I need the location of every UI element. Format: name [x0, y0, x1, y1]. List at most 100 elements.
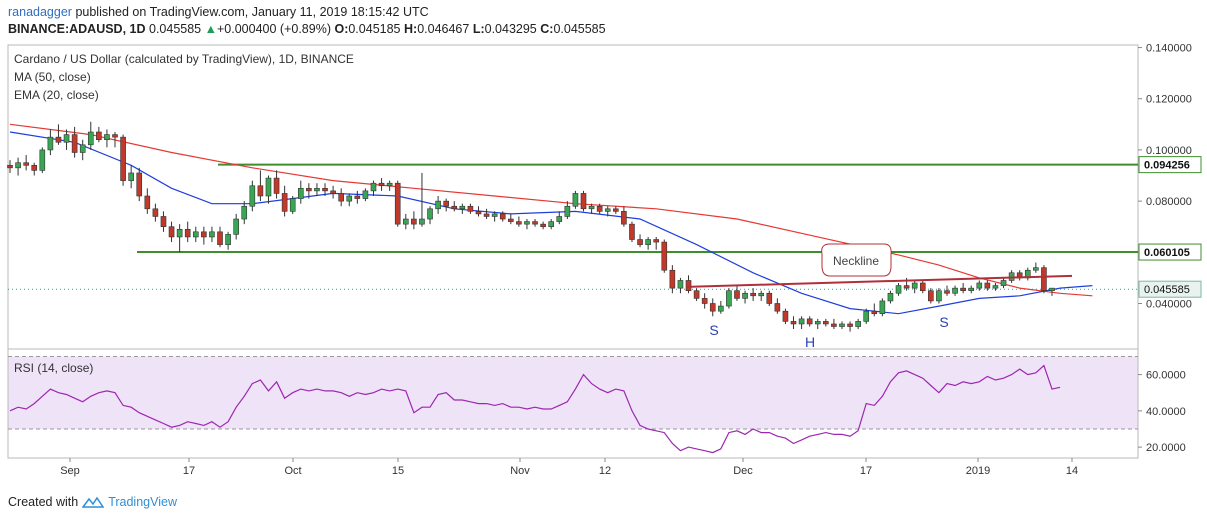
candle — [419, 172, 425, 227]
candle-body — [306, 188, 312, 192]
candle — [322, 183, 328, 196]
candle — [71, 126, 78, 158]
candle-body — [87, 131, 94, 146]
candle — [346, 193, 353, 207]
moving-averages — [9, 123, 1093, 315]
publish-line: ranadagger published on TradingView.com,… — [8, 5, 429, 19]
candle-body — [629, 223, 635, 240]
candle-body — [944, 290, 950, 294]
candle-body — [55, 136, 62, 143]
candle-body — [1033, 267, 1039, 271]
candle-body — [613, 208, 619, 212]
candle — [1016, 270, 1023, 281]
change-arrow-icon: ▲ — [204, 22, 217, 36]
candle — [241, 201, 248, 225]
candle-body — [217, 231, 223, 245]
candle-body — [443, 200, 449, 207]
candle — [944, 285, 950, 296]
candle — [564, 201, 571, 220]
rsi-line — [9, 364, 1061, 454]
candle-body — [677, 280, 684, 289]
candle-body — [314, 188, 320, 192]
time-tick-label: 12 — [599, 465, 611, 477]
candle — [386, 180, 393, 191]
candle — [136, 167, 143, 202]
price-chart[interactable]: Neckline S H S 0.140000 0.120000 0.100000 0.08… — [0, 40, 1207, 502]
candle — [508, 213, 514, 225]
price-tick-label: 0.040000 — [1146, 298, 1192, 310]
candle-body — [168, 226, 175, 238]
candle — [402, 213, 409, 230]
candle — [709, 298, 716, 317]
candle-body — [394, 182, 401, 225]
last-price-tag — [1138, 280, 1202, 298]
candle-body — [483, 213, 490, 217]
candle — [112, 132, 118, 148]
candle-body — [435, 200, 441, 210]
candle — [491, 211, 498, 222]
open-value: 0.045185 — [348, 22, 401, 36]
candle-body — [225, 234, 231, 245]
rsi-tick-label: 40.0000 — [1146, 406, 1186, 418]
candle-body — [919, 282, 926, 291]
candle-body — [863, 310, 870, 322]
candle-body — [209, 231, 215, 238]
candle — [750, 288, 756, 301]
author-name[interactable]: ranadagger — [8, 5, 72, 19]
level-price-label: 0.094256 — [1144, 160, 1190, 172]
candle-body — [467, 205, 474, 212]
candle-body — [855, 321, 861, 327]
candle-body — [516, 221, 522, 225]
candle — [952, 285, 958, 296]
chart-title: Cardano / US Dollar (calculated by Tradi… — [14, 52, 354, 66]
candle — [976, 280, 983, 291]
candle-body — [968, 287, 975, 291]
candle — [209, 226, 215, 243]
candle-body — [992, 285, 999, 289]
candle-body — [15, 162, 21, 169]
candle-body — [645, 239, 651, 245]
candle — [516, 216, 522, 227]
ema-legend: EMA (20, close) — [14, 88, 99, 102]
candle-body — [798, 318, 805, 325]
candle-body — [734, 290, 740, 299]
candle — [176, 224, 183, 253]
candle — [217, 226, 223, 248]
candle — [782, 308, 789, 324]
candle-body — [580, 193, 587, 210]
candle-body — [814, 321, 821, 325]
candle-body — [281, 193, 288, 212]
candle — [427, 206, 433, 225]
candle-body — [31, 164, 38, 171]
candle — [604, 206, 611, 217]
candle — [774, 298, 781, 314]
last-price: 0.045585 — [149, 22, 202, 36]
candle — [693, 288, 700, 301]
candle-body — [750, 292, 756, 297]
candle-body — [661, 241, 668, 271]
candle-body — [39, 149, 46, 171]
candle-body — [362, 190, 369, 199]
candle-body — [782, 310, 789, 322]
candle — [831, 318, 837, 330]
candle-body — [419, 218, 425, 225]
candle-body — [806, 318, 813, 325]
tradingview-brand[interactable]: TradingView — [108, 495, 177, 509]
candle — [459, 203, 466, 214]
candle — [378, 178, 385, 191]
candle — [588, 203, 595, 214]
axes: 0.1400000.1200000.1000000.0800000.060000… — [60, 43, 1202, 477]
candlestick-series — [7, 121, 1055, 332]
candle-body — [701, 298, 708, 304]
candle-body — [879, 300, 886, 315]
candle-body — [370, 182, 377, 192]
candle-body — [47, 136, 54, 151]
candle — [871, 303, 878, 317]
candle-body — [1000, 280, 1007, 286]
candle-body — [596, 205, 603, 212]
candle — [742, 290, 748, 304]
candle — [63, 129, 70, 150]
price-tick-label: 0.120000 — [1146, 94, 1192, 106]
high-value: 0.046467 — [417, 22, 470, 36]
candle — [330, 185, 336, 199]
